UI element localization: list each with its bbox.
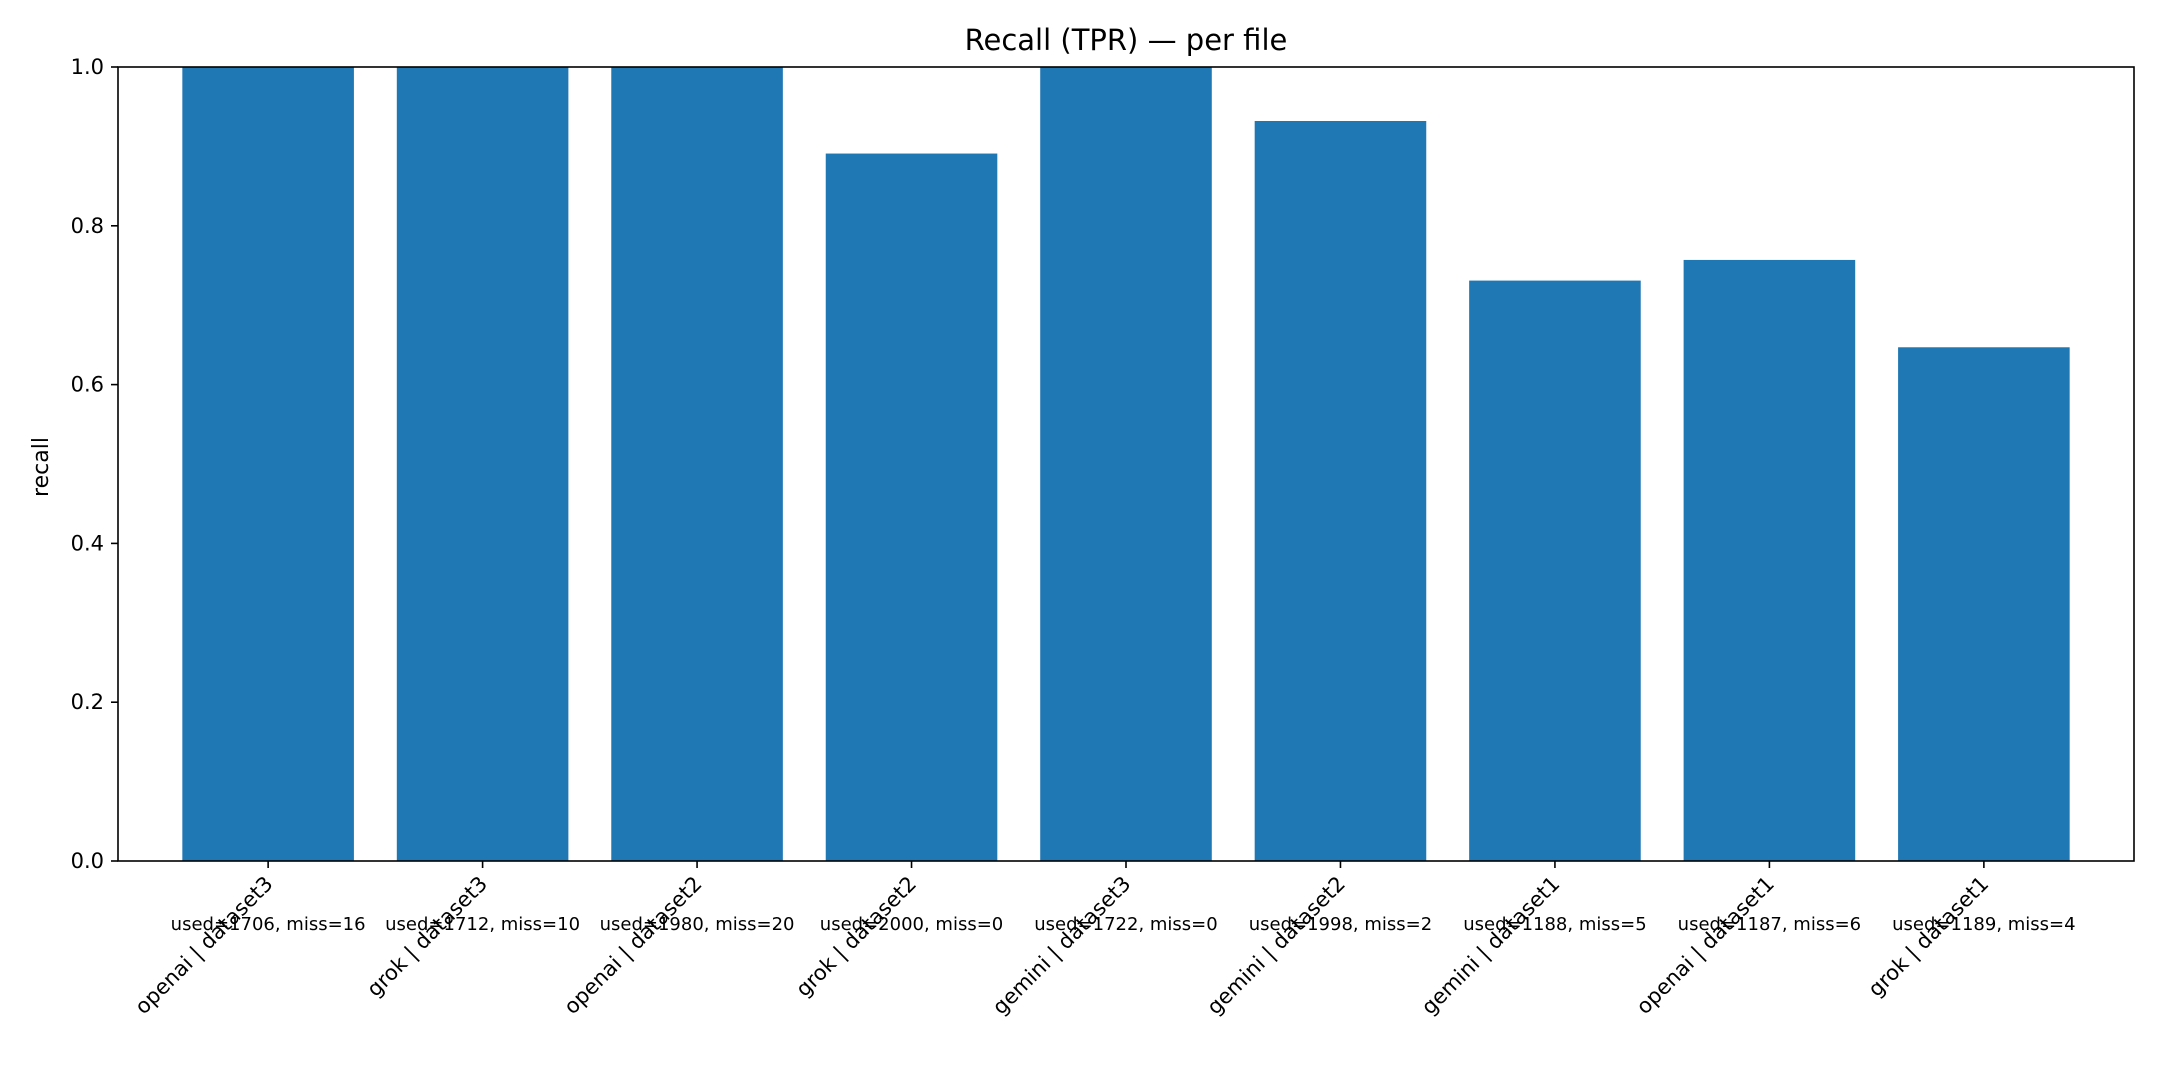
bars-group <box>182 67 2070 862</box>
chart-title: Recall (TPR) — per file <box>965 23 1288 57</box>
bar <box>1254 120 1427 862</box>
bar <box>396 67 569 861</box>
bar-annotation: used=1722, miss=0 <box>1034 914 1217 935</box>
plot-frame <box>117 66 2135 862</box>
y-tick-label: 0.0 <box>71 849 104 873</box>
y-axis: 0.0 0.2 0.4 0.6 0.8 1.0 <box>71 55 118 873</box>
y-tick-label: 0.4 <box>71 531 104 555</box>
y-tick-label: 0.2 <box>71 690 104 714</box>
y-axis-label: recall <box>29 437 54 497</box>
bar-annotation: used=1189, miss=4 <box>1892 914 2075 935</box>
bar <box>1469 280 1641 862</box>
bar-annotation: used=1712, miss=10 <box>385 914 580 935</box>
bar <box>1898 347 2070 861</box>
bar <box>1040 67 1212 861</box>
y-tick-label: 0.8 <box>71 214 104 238</box>
y-tick-label: 0.6 <box>71 373 104 397</box>
bar <box>611 67 783 861</box>
bar <box>825 153 998 862</box>
bar-annotation: used=1188, miss=5 <box>1463 914 1646 935</box>
bar <box>1683 259 1856 861</box>
bar-annotation: used=1706, miss=16 <box>171 914 366 935</box>
bar <box>182 67 354 861</box>
y-tick-label: 1.0 <box>71 55 104 79</box>
bar-annotation: used=2000, miss=0 <box>820 914 1003 935</box>
bar-annotation: used=1998, miss=2 <box>1249 914 1432 935</box>
bar-annotation: used=1187, miss=6 <box>1678 914 1861 935</box>
bar-annotations: used=1706, miss=16 used=1712, miss=10 used… <box>171 914 2076 935</box>
bar-annotation: used=1980, miss=20 <box>600 914 795 935</box>
